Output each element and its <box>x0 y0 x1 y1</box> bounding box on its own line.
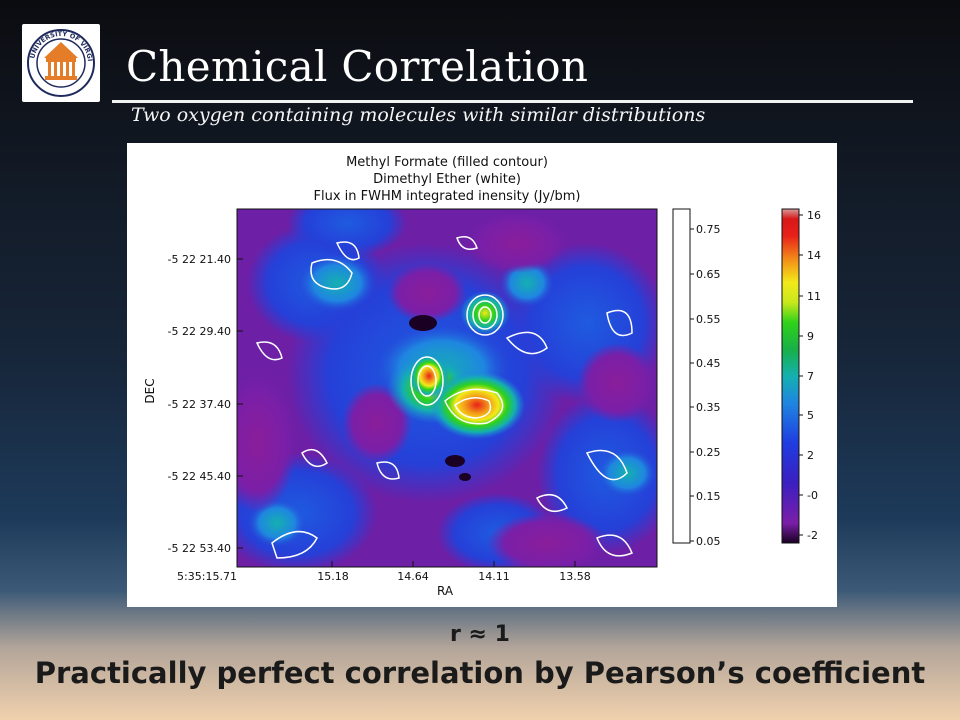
dimethyl-ether-contours <box>255 236 633 559</box>
white-colorbar-tick: 0.35 <box>696 401 721 414</box>
figure-title-line-1: Methyl Formate (filled contour) <box>346 155 548 170</box>
conclusion-text: Practically perfect correlation by Pears… <box>34 656 926 690</box>
white-colorbar-tick: 0.75 <box>696 223 721 236</box>
color-colorbar-tick: 16 <box>807 209 821 222</box>
contour-map-svg: Methyl Formate (filled contour) Dimethyl… <box>143 155 821 598</box>
color-colorbar-tick: 9 <box>807 330 814 343</box>
slide-subtitle: Two oxygen containing molecules with sim… <box>131 104 706 126</box>
x-tick-label: 14.11 <box>478 570 510 583</box>
title-divider <box>112 100 913 103</box>
y-tick-label: -5 22 53.40 <box>168 542 231 555</box>
white-colorbar-tick: 0.65 <box>696 268 721 281</box>
white-colorbar-tick: 0.15 <box>696 490 721 503</box>
slide-title: Chemical Correlation <box>126 42 589 91</box>
y-tick-label: -5 22 37.40 <box>168 398 231 411</box>
color-colorbar-tick: 11 <box>807 290 821 303</box>
map-frame <box>236 208 658 568</box>
university-logo: UNIVERSITY OF VIRGINIA <box>22 24 100 102</box>
color-colorbar-tick: 14 <box>807 249 821 262</box>
color-colorbar-tick: -2 <box>807 529 818 542</box>
y-axis: -5 22 21.40 -5 22 29.40 -5 22 37.40 -5 2… <box>143 253 243 555</box>
white-colorbar-tick: 0.55 <box>696 313 721 326</box>
y-axis-label: DEC <box>143 378 157 403</box>
university-seal-icon: UNIVERSITY OF VIRGINIA <box>26 28 95 97</box>
contour-map-figure: Methyl Formate (filled contour) Dimethyl… <box>127 143 837 607</box>
x-tick-label: 13.58 <box>559 570 591 583</box>
figure-title-line-2: Dimethyl Ether (white) <box>373 172 521 187</box>
color-colorbar-tick: -0 <box>807 489 818 502</box>
y-tick-label: -5 22 21.40 <box>168 253 231 266</box>
figure-title-line-3: Flux in FWHM integrated inensity (Jy/bm) <box>314 189 581 204</box>
color-colorbar-tick: 7 <box>807 370 814 383</box>
white-colorbar-tick: 0.05 <box>696 535 721 548</box>
white-colorbar-tick: 0.45 <box>696 357 721 370</box>
white-colorbar: 0.75 0.65 0.55 0.45 0.35 0.25 0.15 0.05 <box>672 208 721 548</box>
white-colorbar-tick: 0.25 <box>696 446 721 459</box>
correlation-coefficient: r ≈ 1 <box>450 622 510 647</box>
color-colorbar: 16 14 11 9 7 5 2 -0 -2 <box>781 208 821 544</box>
color-colorbar-tick: 5 <box>807 409 814 422</box>
x-axis-label: RA <box>437 584 454 598</box>
y-tick-label: -5 22 29.40 <box>168 325 231 338</box>
x-tick-label: 15.18 <box>317 570 349 583</box>
color-colorbar-tick: 2 <box>807 449 814 462</box>
y-tick-label: -5 22 45.40 <box>168 470 231 483</box>
x-tick-label: 5:35:15.71 <box>177 570 237 583</box>
x-tick-label: 14.64 <box>397 570 429 583</box>
x-axis: 5:35:15.71 15.18 14.64 14.11 13.58 RA <box>177 561 591 598</box>
contour-map <box>237 209 657 567</box>
